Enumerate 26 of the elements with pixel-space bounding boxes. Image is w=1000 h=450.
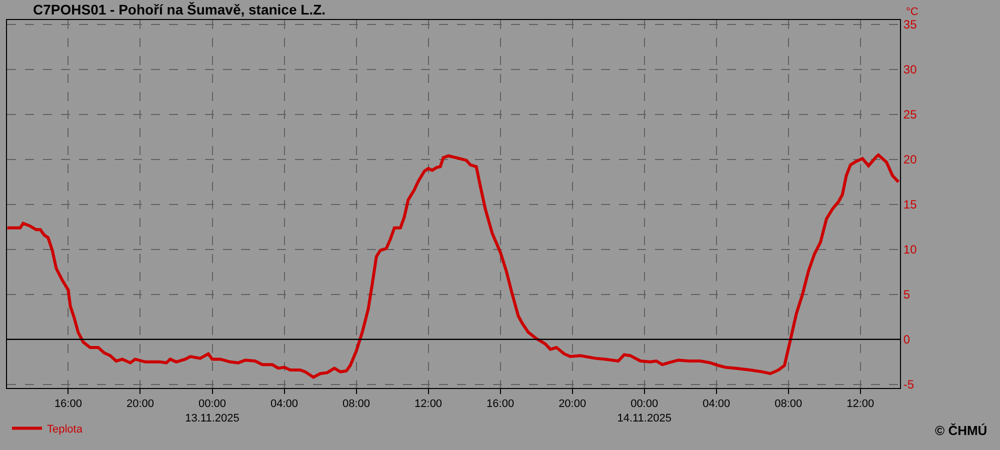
chart-title: C7POHS01 - Pohoří na Šumavě, stanice L.Z. [33, 1, 326, 18]
y-tick-label: 25 [903, 108, 918, 122]
y-axis-title: °C [906, 6, 918, 18]
x-tick-label: 08:00 [342, 398, 370, 410]
x-tick-label: 12:00 [414, 398, 442, 410]
x-tick-label: 20:00 [558, 398, 586, 410]
line-series [7, 153, 900, 379]
y-tick-label: -5 [903, 378, 914, 392]
y-tick-label: 15 [903, 198, 918, 212]
y-tick-label: 5 [903, 288, 910, 302]
x-tick-label: 04:00 [702, 398, 730, 410]
x-tick-label: 12:00 [846, 398, 874, 410]
y-tick-label: 20 [903, 152, 918, 167]
x-tick-label: 00:00 14.11.2025 [617, 398, 672, 424]
x-tick-label: 08:00 [774, 398, 802, 410]
x-tick-label: 16:00 [486, 398, 514, 410]
x-tick-label: 16:00 [54, 398, 82, 410]
x-tick-label: 00:00 13.11.2025 [185, 398, 240, 424]
text: © ČHMÚ [935, 423, 988, 438]
y-tick-label: 35 [903, 18, 918, 32]
y-tick-label: 30 [903, 62, 918, 77]
y-tick-label: 10 [903, 242, 918, 257]
y-tick-label: 0 [903, 332, 910, 347]
legend-label: Teplota [47, 424, 84, 436]
x-tick-label: 04:00 [270, 398, 298, 410]
x-tick-label: 20:00 [126, 398, 154, 410]
